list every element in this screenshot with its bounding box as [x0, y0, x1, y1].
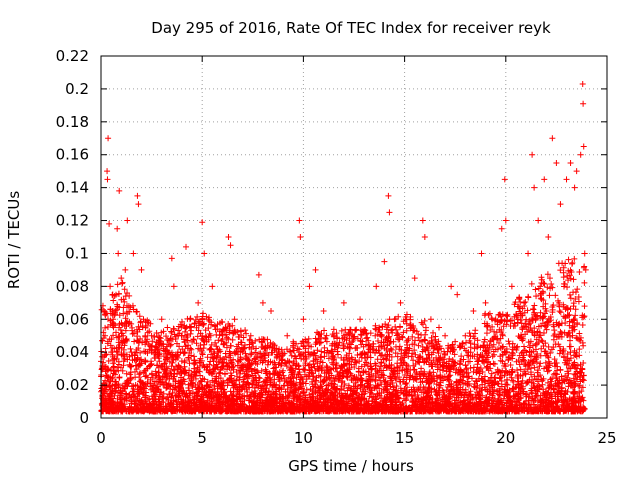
- data-point: [135, 323, 142, 330]
- data-point: [270, 341, 277, 348]
- data-point: [560, 274, 567, 281]
- data-point: [135, 345, 142, 352]
- data-point: [537, 360, 544, 367]
- data-point: [466, 330, 473, 337]
- data-point: [572, 295, 579, 302]
- data-point: [458, 353, 465, 360]
- data-point: [400, 329, 407, 336]
- data-point: [374, 356, 381, 363]
- data-point: [174, 340, 181, 347]
- data-point: [188, 346, 195, 353]
- data-point: [543, 326, 550, 333]
- data-point: [411, 347, 418, 354]
- data-point: [552, 292, 559, 299]
- data-point: [410, 357, 417, 364]
- data-point: [163, 343, 170, 350]
- data-point: [247, 351, 254, 358]
- data-point: [354, 351, 361, 358]
- data-point: [566, 272, 573, 279]
- data-point: [579, 321, 586, 328]
- data-point: [549, 304, 556, 311]
- data-point: [113, 329, 120, 336]
- data-point: [227, 388, 234, 395]
- data-point: [194, 313, 201, 320]
- data-point: [557, 267, 564, 274]
- data-point: [202, 333, 209, 340]
- data-point: [168, 363, 175, 370]
- data-point: [565, 256, 572, 263]
- data-point: [546, 292, 553, 299]
- data-point: [417, 353, 424, 360]
- data-point: [415, 342, 422, 349]
- data-point: [179, 318, 186, 325]
- data-point: [524, 390, 531, 397]
- data-point: [166, 375, 173, 382]
- data-point: [567, 305, 574, 312]
- data-point: [377, 377, 384, 384]
- data-point: [283, 346, 290, 353]
- data-point: [185, 372, 192, 379]
- data-point: [372, 378, 379, 385]
- data-point: [557, 309, 564, 316]
- data-point: [383, 356, 390, 363]
- data-point: [212, 339, 219, 346]
- data-point: [137, 370, 144, 377]
- data-point: [193, 340, 200, 347]
- data-point: [461, 345, 468, 352]
- data-point: [576, 268, 583, 275]
- data-point: [116, 312, 123, 319]
- data-point: [220, 378, 227, 385]
- data-point: [507, 361, 514, 368]
- data-point: [142, 373, 149, 380]
- data-point: [509, 349, 516, 356]
- data-point: [457, 343, 464, 350]
- data-point: [536, 363, 543, 370]
- data-point: [399, 334, 406, 341]
- data-point: [236, 333, 243, 340]
- data-point: [372, 332, 379, 339]
- data-point: [314, 347, 321, 354]
- data-point: [124, 302, 131, 309]
- data-points: [98, 80, 589, 415]
- data-point: [148, 370, 155, 377]
- data-point: [121, 286, 128, 293]
- data-point: [215, 337, 222, 344]
- data-point: [550, 323, 557, 330]
- data-point: [110, 363, 117, 370]
- data-point: [572, 306, 579, 313]
- data-point: [352, 327, 359, 334]
- data-point: [548, 281, 555, 288]
- data-point: [539, 320, 546, 327]
- data-point: [528, 280, 535, 287]
- data-point: [409, 333, 416, 340]
- data-point: [318, 348, 325, 355]
- data-point: [152, 368, 159, 375]
- data-point: [338, 327, 345, 334]
- data-point: [385, 322, 392, 329]
- data-point: [334, 335, 341, 342]
- data-point: [400, 318, 407, 325]
- data-point: [422, 337, 429, 344]
- data-point: [229, 336, 236, 343]
- data-point: [488, 370, 495, 377]
- data-point: [571, 326, 578, 333]
- data-point: [137, 335, 144, 342]
- data-point: [197, 372, 204, 379]
- data-point: [418, 332, 425, 339]
- data-point: [127, 345, 134, 352]
- data-point: [413, 328, 420, 335]
- data-point: [364, 334, 371, 341]
- data-point: [541, 280, 548, 287]
